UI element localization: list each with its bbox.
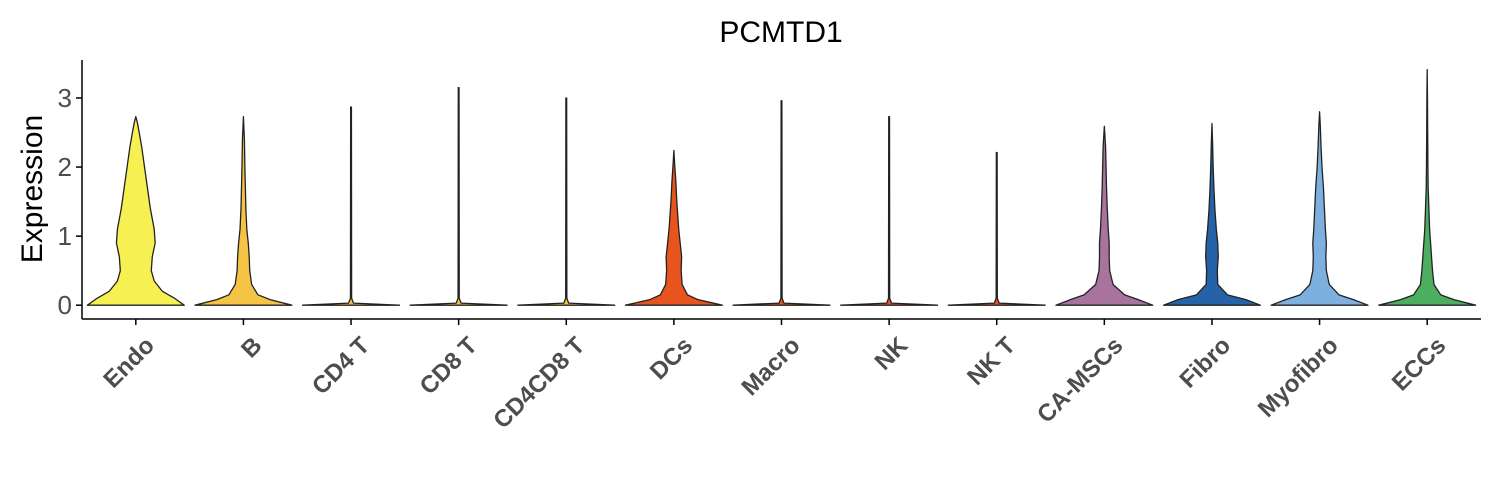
y-tick-label: 0 (58, 290, 72, 320)
x-tick-label: Macro (737, 332, 806, 401)
x-tick-label: Endo (98, 332, 160, 394)
violin-macro (732, 100, 831, 306)
x-tick-label: B (236, 332, 267, 363)
violin-nk (840, 115, 939, 306)
violin-cd8-t (409, 86, 508, 306)
violin-nk-t (947, 151, 1046, 306)
x-tick-label: CA-MSCs (1032, 332, 1128, 428)
violin-eccs (1378, 69, 1477, 306)
x-tick-label: CD8 T (415, 332, 483, 400)
y-axis-label: Expression (16, 115, 49, 263)
x-ticks-group: Endo B CD4 T CD8 T CD4CD8 T DCs Macro NK NK T CA-… (98, 319, 1451, 434)
chart-title: PCMTD1 (719, 16, 842, 49)
violin-ca-mscs (1055, 125, 1154, 306)
violin-b (194, 115, 293, 306)
violin-fibro (1162, 122, 1262, 306)
y-tick-label: 1 (58, 221, 72, 251)
violin-dcs (624, 149, 723, 306)
violin-cd4cd8-t (517, 97, 616, 306)
violin-myofibro (1270, 111, 1369, 306)
x-tick-label: NK T (962, 332, 1021, 391)
violins-group (86, 69, 1477, 306)
x-tick-label: DCs (645, 332, 698, 385)
x-tick-label: CD4CD8 T (488, 332, 590, 434)
violin-endo (86, 115, 185, 306)
y-tick-label: 2 (58, 152, 72, 182)
x-tick-label: Fibro (1175, 332, 1237, 394)
y-tick-label: 3 (58, 83, 72, 113)
y-ticks-group: 0 1 2 3 (58, 83, 82, 320)
x-tick-label: Myofibro (1253, 332, 1344, 423)
x-tick-label: NK (870, 332, 914, 376)
x-tick-label: ECCs (1387, 332, 1451, 396)
violin-cd4-t (301, 106, 401, 306)
x-tick-label: CD4 T (307, 332, 375, 400)
